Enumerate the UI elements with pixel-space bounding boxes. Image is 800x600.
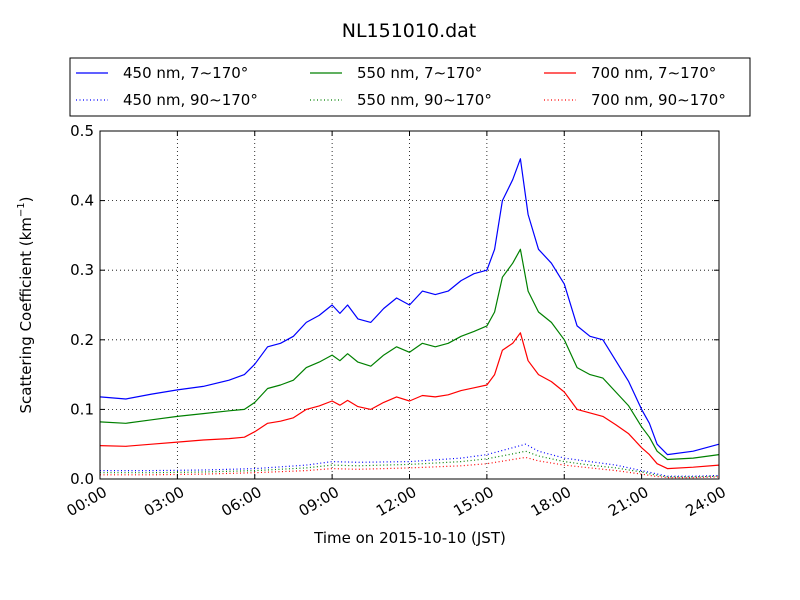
y-tick-label: 0.0 <box>70 470 94 488</box>
chart-title: NL151010.dat <box>342 20 477 42</box>
legend-box <box>69 57 751 117</box>
y-tick-label: 0.2 <box>70 331 94 349</box>
series-line-2 <box>99 248 720 461</box>
legend: 450 nm, 7∼170° 550 nm, 7∼170° 700 nm, 7∼17… <box>69 57 751 117</box>
series-line-6 <box>100 456 720 479</box>
legend-label: 700 nm, 7∼170° <box>591 64 716 82</box>
y-axis-label: Scattering Coefficient (km−1) <box>16 196 35 413</box>
legend-label: 450 nm, 90∼170° <box>123 91 258 109</box>
svg-text:Scattering Coefficient (km−1): Scattering Coefficient (km−1) <box>16 196 35 413</box>
series-lines <box>99 158 720 479</box>
legend-label: 700 nm, 90∼170° <box>591 91 726 109</box>
y-tick-label: 0.5 <box>70 122 94 140</box>
y-tick-label: 0.3 <box>70 261 94 279</box>
legend-entries: 450 nm, 7∼170° 550 nm, 7∼170° 700 nm, 7∼17… <box>76 64 726 109</box>
legend-label: 550 nm, 7∼170° <box>357 64 482 82</box>
y-tick-label: 0.4 <box>70 192 94 210</box>
x-axis-label: Time on 2015-10-10 (JST) <box>313 529 506 547</box>
y-axis-label-main: Scattering Coefficient (km <box>17 217 35 413</box>
series-line-5 <box>100 450 720 478</box>
y-axis-label-superscript: −1 <box>16 202 27 217</box>
series-line-4 <box>100 443 720 477</box>
legend-label: 450 nm, 7∼170° <box>123 64 248 82</box>
y-tick-label: 0.1 <box>70 400 94 418</box>
series-line-1 <box>99 158 720 456</box>
y-axis-label-close: ) <box>17 196 35 202</box>
legend-label: 550 nm, 90∼170° <box>357 91 492 109</box>
series-line-3 <box>99 332 720 470</box>
